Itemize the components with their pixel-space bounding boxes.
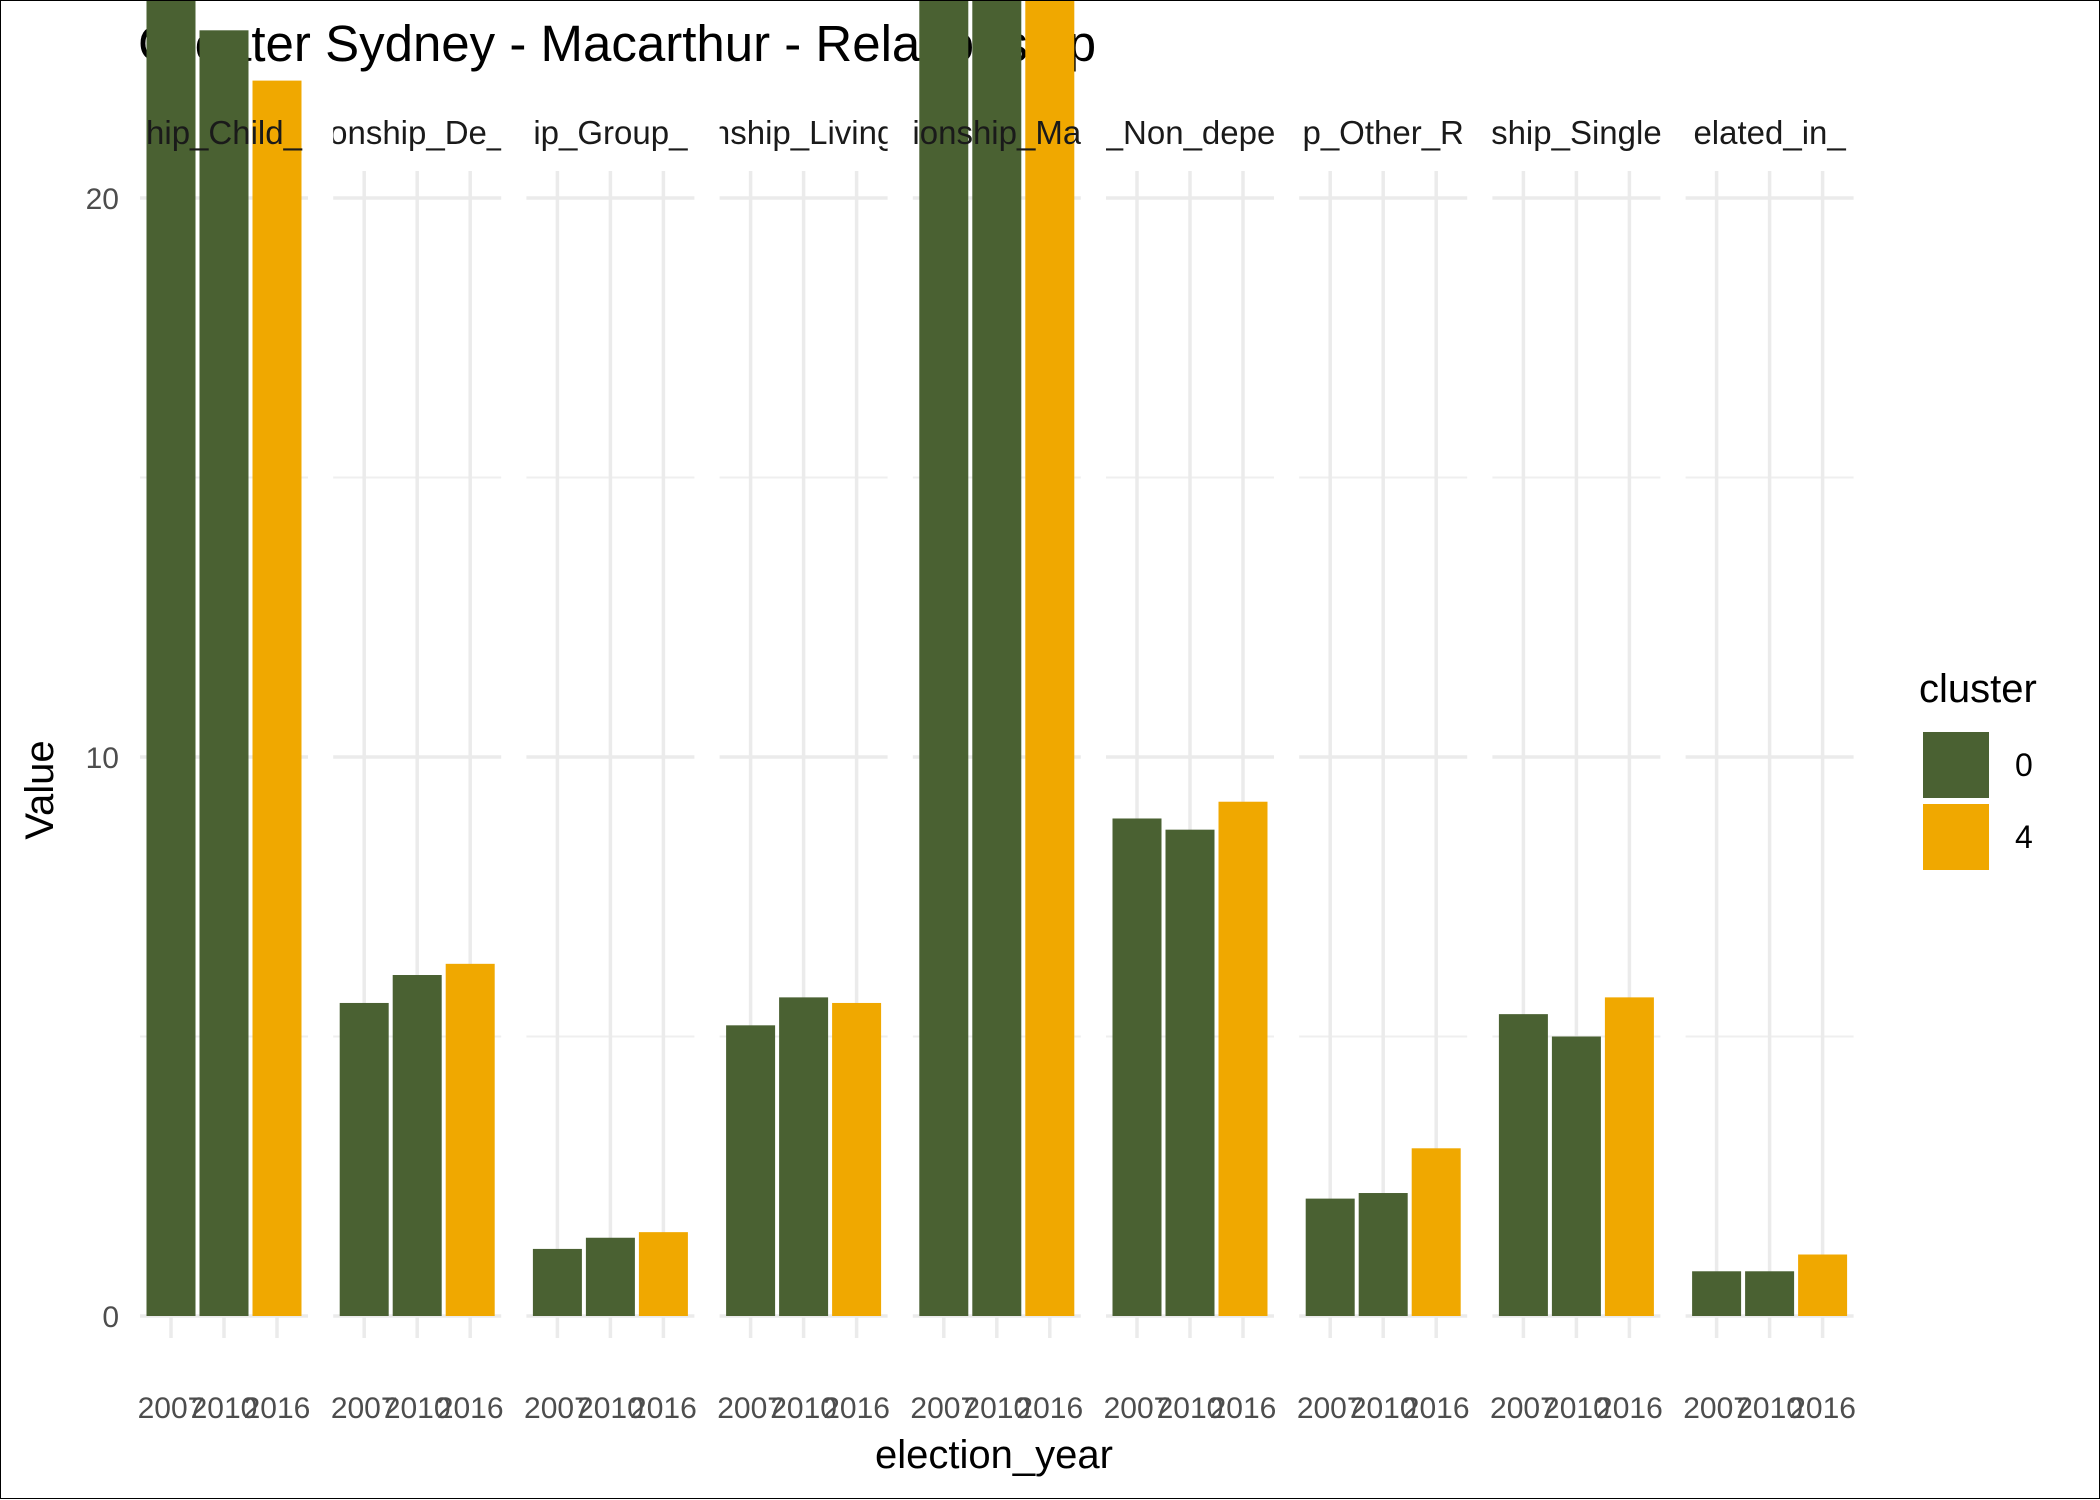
x-tick-label: 2007 [1490,1392,1557,1425]
bar [638,1232,688,1316]
bar [1358,1193,1408,1316]
legend-title: cluster [1919,667,2037,711]
facet-strip-label: p_Other_R [1302,114,1463,151]
facet-strip-label: ship_Single [1491,114,1662,151]
x-tick-label: 2016 [1016,1392,1083,1425]
y-tick-label: 0 [102,1301,119,1334]
legend-label: 4 [2015,819,2033,855]
x-tick-label: 2010 [963,1392,1030,1425]
y-tick-label: 10 [86,742,119,775]
x-tick-label: 2010 [1350,1392,1417,1425]
facet-strips: hip_Child_ onship_De_ ip_Group_ nship_Livin… [146,114,1846,151]
bar [392,975,442,1316]
bar [146,1,196,1316]
x-tick-label: 2016 [1210,1392,1277,1425]
x-tick-label: 2007 [331,1392,398,1425]
bar [1165,829,1215,1316]
bar [972,1,1022,1316]
bar [199,30,249,1316]
bar [1112,818,1162,1316]
x-tick-label: 2007 [910,1392,977,1425]
x-tick-label: 2016 [1403,1392,1470,1425]
facet-strip-label: _Non_depe [1104,114,1276,151]
legend: cluster 04 [1919,667,2037,870]
x-tick-label: 2010 [1157,1392,1224,1425]
bar [1025,1,1075,1316]
facet-strip-label: hip_Child_ [146,114,303,151]
facet-strip-label: nship_Living [712,114,895,151]
x-tick-label: 2007 [1297,1392,1364,1425]
bar [585,1237,635,1316]
x-tick-label: 2016 [823,1392,890,1425]
x-tick-label: 2016 [630,1392,697,1425]
x-tick-label: 2007 [1683,1392,1750,1425]
y-axis-title: Value [18,740,62,839]
x-tick-label: 2007 [138,1392,205,1425]
bar [1498,1014,1548,1316]
bar [532,1248,582,1316]
x-tick-label: 2016 [1789,1392,1856,1425]
bar [1551,1036,1601,1316]
x-tick-label: 2010 [191,1392,258,1425]
legend-label: 0 [2015,747,2033,783]
bar [1745,1271,1795,1316]
x-tick-label: 2007 [1104,1392,1171,1425]
x-tick-label: 2007 [524,1392,591,1425]
bar [1411,1148,1461,1316]
x-tick-label: 2010 [770,1392,837,1425]
bar [1218,801,1268,1316]
bar [779,997,829,1316]
bar [1692,1271,1742,1316]
bar [919,1,969,1317]
bar [445,963,495,1316]
x-tick-label: 2007 [717,1392,784,1425]
x-tick-label: 2010 [577,1392,644,1425]
legend-swatch [1923,804,1989,870]
bar [339,1002,389,1316]
bar [1604,997,1654,1316]
bars-layer [146,1,1848,1317]
facet-strip-label: ip_Group_ [533,114,688,151]
x-tick-label: 2010 [1543,1392,1610,1425]
bar [1305,1198,1355,1316]
x-tick-label: 2016 [1596,1392,1663,1425]
x-tick-label: 2010 [1736,1392,1803,1425]
facet-strip-label: elated_in_ [1693,114,1846,151]
legend-swatch [1923,732,1989,798]
x-axis-title: election_year [875,1433,1113,1477]
x-tick-label: 2010 [384,1392,451,1425]
bar [1798,1254,1848,1316]
x-tick-label: 2016 [244,1392,311,1425]
x-tick-label: 2016 [437,1392,504,1425]
bar [726,1025,776,1316]
y-tick-labels: 010203040 [86,183,119,1334]
bar [252,80,302,1317]
y-tick-label: 20 [86,183,119,216]
facet-strip-label: ionship_Ma [912,114,1081,151]
facet-strip-label: onship_De_ [329,114,506,151]
bar [832,1002,882,1316]
legend-items: 04 [1923,732,2033,870]
